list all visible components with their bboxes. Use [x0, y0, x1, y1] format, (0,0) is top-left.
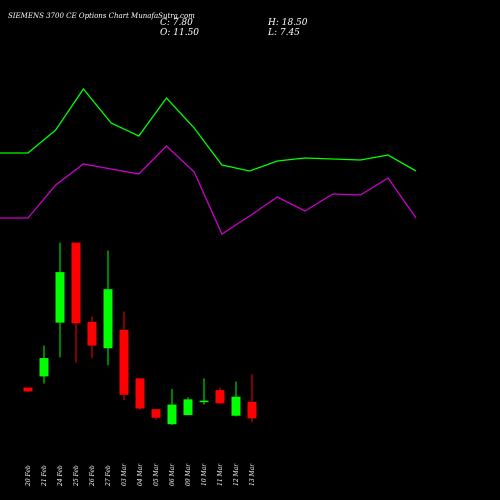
- candle-body: [71, 242, 81, 324]
- close-value: C: 7.80: [160, 18, 193, 28]
- candle-14: [231, 381, 241, 417]
- x-tick-label: 25 Feb: [73, 465, 80, 487]
- x-tick-label: 13 Mar: [249, 463, 256, 486]
- x-tick-label: 24 Feb: [57, 465, 64, 487]
- x-tick-label: 10 Mar: [201, 463, 208, 486]
- candle-2: [39, 345, 49, 384]
- candle-8: [135, 378, 145, 410]
- high-value: H: 18.50: [268, 18, 308, 28]
- candles: [23, 242, 257, 425]
- candle-body: [215, 390, 225, 404]
- candle-body: [167, 404, 177, 425]
- chart-title: SIEMENS 3700 CE Options Chart MunafaSutr…: [8, 12, 195, 20]
- lower-overlay-line: [0, 145, 417, 235]
- candle-body: [103, 289, 113, 349]
- overlay-lines: [0, 87, 417, 235]
- candle-9: [151, 409, 161, 420]
- candle-body: [247, 401, 257, 419]
- x-tick-label: 03 Mar: [121, 463, 128, 486]
- candle-4: [71, 242, 81, 363]
- candle-body: [55, 272, 65, 323]
- x-tick-label: 09 Mar: [185, 463, 192, 486]
- x-tick-label: 11 Mar: [217, 463, 224, 486]
- candle-body: [183, 399, 193, 416]
- x-tick-label: 21 Feb: [41, 465, 48, 487]
- candle-6: [103, 250, 113, 366]
- x-tick-label: 12 Mar: [233, 463, 240, 486]
- candle-12: [199, 378, 209, 405]
- open-value: O: 11.50: [160, 28, 200, 38]
- candle-body: [119, 329, 129, 395]
- candle-body: [87, 321, 97, 346]
- candle-5: [87, 316, 97, 359]
- candle-body: [39, 358, 49, 377]
- x-tick-label: 04 Mar: [137, 463, 144, 486]
- candle-13: [215, 387, 225, 404]
- candle-10: [167, 388, 177, 425]
- candle-7: [119, 311, 129, 400]
- candle-body: [135, 378, 145, 409]
- x-tick-label: 05 Mar: [153, 463, 160, 486]
- candle-body: [199, 400, 209, 403]
- x-tick-label: 26 Feb: [89, 465, 96, 487]
- x-axis-labels: 20 Feb 21 Feb 24 Feb 25 Feb 26 Feb 27 Feb 03 M…: [25, 463, 256, 487]
- candle-body: [23, 387, 33, 392]
- x-tick-label: 06 Mar: [169, 463, 176, 486]
- candle-body: [231, 396, 241, 416]
- candle-1: [23, 387, 33, 393]
- x-tick-label: 20 Feb: [25, 465, 32, 487]
- candle-3: [55, 242, 65, 358]
- candle-15: [247, 374, 257, 423]
- candle-11: [183, 397, 193, 416]
- upper-overlay-line: [0, 87, 417, 172]
- candle-body: [151, 409, 161, 418]
- low-value: L: 7.45: [268, 28, 300, 38]
- x-tick-label: 27 Feb: [105, 465, 112, 487]
